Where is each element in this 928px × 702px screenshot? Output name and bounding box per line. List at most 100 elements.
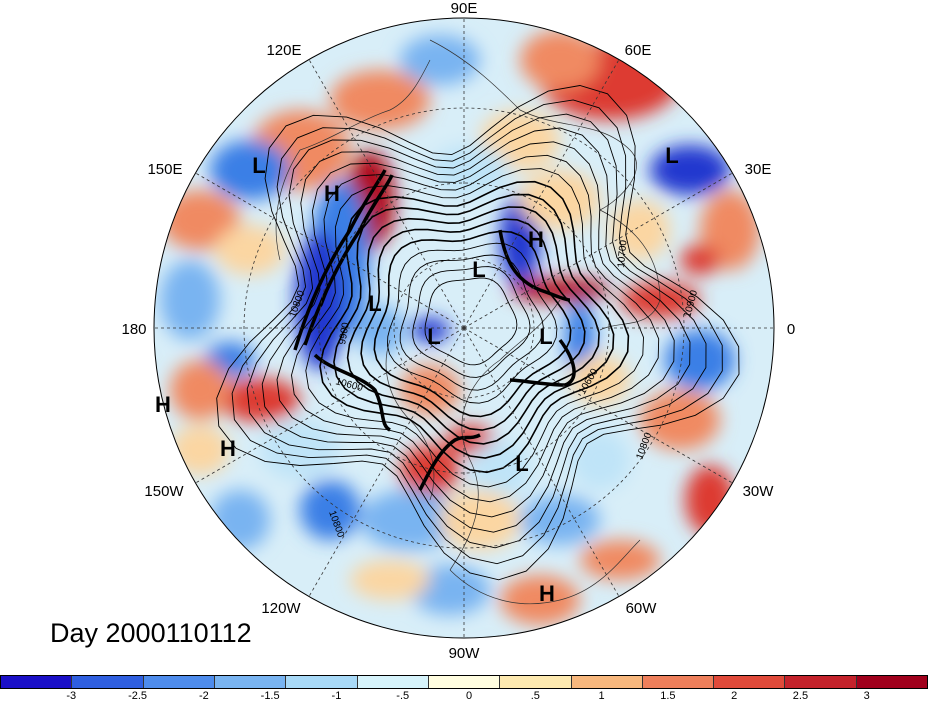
jet-contour bbox=[313, 353, 392, 432]
latitude-circle bbox=[318, 182, 610, 474]
map-boundary bbox=[153, 17, 775, 639]
meridian-line bbox=[463, 172, 733, 329]
height-contour bbox=[360, 218, 586, 431]
contour-label: 10700 bbox=[616, 239, 629, 268]
anomaly-blob bbox=[410, 565, 490, 615]
colorbar-tick-label: 3 bbox=[863, 690, 870, 702]
graticule bbox=[154, 18, 774, 638]
coastline bbox=[299, 59, 431, 151]
anomaly-blob bbox=[170, 360, 230, 420]
meridian-line bbox=[195, 172, 465, 329]
colorbar-tick-label: 1 bbox=[598, 690, 605, 702]
lon-label-120w: 120W bbox=[261, 600, 301, 617]
colorbar-swatch bbox=[214, 676, 287, 688]
colorbar-tick-label: .5 bbox=[530, 690, 540, 702]
anomaly-blob bbox=[410, 318, 450, 342]
height-contour bbox=[291, 154, 660, 503]
anomaly-blob bbox=[355, 305, 405, 355]
anomaly-blob bbox=[650, 145, 730, 195]
anomaly-blob bbox=[610, 200, 670, 260]
height-contour bbox=[216, 85, 740, 581]
anomaly-blob bbox=[580, 540, 660, 580]
colorbar-swatch bbox=[72, 676, 144, 688]
height-contour bbox=[231, 99, 723, 565]
pressure-center-low: L bbox=[539, 324, 552, 349]
anomaly-blob bbox=[685, 465, 735, 535]
height-contours bbox=[216, 85, 740, 581]
lon-label-150w: 150W bbox=[144, 483, 184, 500]
pressure-center-low: L bbox=[472, 257, 485, 282]
height-contour bbox=[305, 168, 644, 488]
jet-contour bbox=[498, 229, 571, 302]
anomaly-blob bbox=[570, 430, 630, 490]
height-contour bbox=[386, 242, 558, 404]
pressure-center-high: H bbox=[155, 392, 171, 417]
anomaly-blob bbox=[500, 575, 580, 625]
colorbar-tick-label: -3 bbox=[66, 690, 77, 702]
jet-contour bbox=[303, 174, 394, 346]
pressure-center-low: L bbox=[515, 451, 528, 476]
pressure-center-low: L bbox=[427, 324, 440, 349]
anomaly-blob bbox=[570, 355, 630, 405]
anomaly-blob bbox=[470, 440, 530, 500]
colorbar bbox=[0, 675, 928, 689]
anomaly-blob bbox=[160, 190, 240, 250]
pressure-center-high: H bbox=[528, 227, 544, 252]
anomaly-blob bbox=[300, 480, 360, 540]
colorbar-swatch bbox=[500, 676, 572, 688]
lon-label-0: 0 bbox=[787, 321, 795, 338]
jet-contour bbox=[418, 433, 481, 491]
anomaly-blob bbox=[215, 225, 285, 275]
lon-label-60e: 60E bbox=[625, 42, 652, 59]
anomaly-blob bbox=[350, 560, 430, 600]
colorbar-swatch bbox=[143, 676, 215, 688]
anomaly-blob bbox=[680, 245, 720, 275]
colorbar-swatch bbox=[571, 676, 643, 688]
coastline bbox=[275, 149, 301, 261]
colorbar-tick-label: 1.5 bbox=[660, 690, 676, 702]
pressure-center-high: H bbox=[220, 436, 236, 461]
colorbar-tick-label: 2.5 bbox=[792, 690, 809, 702]
colorbar-tick-label: -2 bbox=[198, 690, 209, 702]
colorbar-swatch bbox=[785, 676, 857, 688]
lon-label-60w: 60W bbox=[626, 600, 658, 617]
meridian-line bbox=[308, 59, 465, 329]
coastline bbox=[429, 39, 637, 211]
contour-label: 9900 bbox=[337, 321, 352, 345]
anomaly-blob bbox=[400, 35, 480, 85]
height-contour bbox=[412, 266, 531, 378]
jet-contour bbox=[509, 338, 576, 387]
jet-contour bbox=[293, 169, 387, 351]
colorbar-tick-label: 2 bbox=[731, 690, 738, 702]
anomaly-blob bbox=[260, 420, 340, 480]
colorbar-tick-label: -.5 bbox=[396, 690, 410, 702]
height-contour bbox=[319, 180, 630, 474]
anomaly-blob bbox=[665, 330, 735, 390]
pressure-center-high: H bbox=[539, 581, 555, 606]
lon-label-150e: 150E bbox=[147, 161, 182, 178]
height-contour bbox=[246, 113, 707, 549]
colorbar-ticks: -3 -2.5 -2 -1.5 -1 -.5 0 .5 1 1.5 2 2.5 3 bbox=[0, 690, 928, 702]
lon-label-180: 180 bbox=[121, 321, 146, 338]
height-contour bbox=[373, 230, 572, 418]
anomaly-blob bbox=[440, 490, 520, 550]
date-label: Day 2000110112 bbox=[50, 618, 252, 648]
anomaly-blob bbox=[160, 260, 220, 340]
height-contour bbox=[424, 277, 518, 366]
meridian-line bbox=[463, 59, 620, 329]
anomaly-blob bbox=[700, 190, 760, 270]
meridian-line bbox=[463, 327, 620, 597]
anomaly-blob bbox=[520, 30, 600, 90]
anomaly-blob bbox=[210, 490, 270, 550]
colorbar-swatch bbox=[856, 676, 928, 688]
anomaly-blob bbox=[330, 70, 430, 130]
meridian-line bbox=[463, 327, 733, 484]
anomaly-blob bbox=[220, 378, 300, 422]
polar-stereographic-map: 90E 60E 30E 0 30W 60W 90W 120W 150W 180 … bbox=[121, 0, 795, 662]
colorbar-tick-label: -2.5 bbox=[128, 690, 148, 702]
anomaly-blob bbox=[360, 490, 460, 550]
anomaly-blob bbox=[210, 140, 290, 200]
lon-label-120e: 120E bbox=[266, 42, 301, 59]
lon-label-30e: 30E bbox=[745, 161, 772, 178]
anomaly-blob bbox=[520, 495, 600, 545]
